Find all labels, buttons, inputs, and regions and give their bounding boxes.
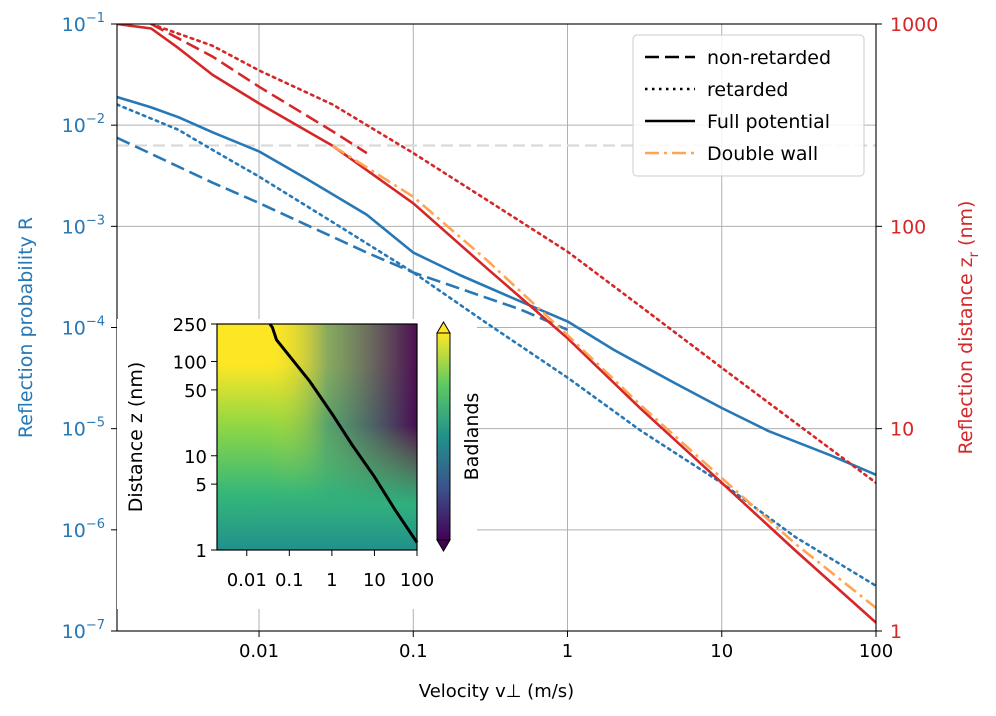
legend-label: non-retarded bbox=[707, 47, 831, 69]
inset-x-tick-label: 1 bbox=[326, 570, 337, 591]
legend: non-retarded retarded Full potential Double… bbox=[632, 34, 865, 177]
inset-x-tick-label: 10 bbox=[363, 570, 386, 591]
inset-frame bbox=[216, 323, 418, 551]
y-left-tick-label: 10−2 bbox=[62, 112, 105, 137]
inset-boundary-line bbox=[268, 323, 419, 544]
inset-y-axis-label: Distance z (nm) bbox=[125, 362, 147, 513]
inset-x-tick-label: 0.01 bbox=[227, 570, 267, 591]
inset-y-tick-label: 50 bbox=[184, 381, 207, 402]
y-right-axis-label: Reflection distance zr (nm) bbox=[955, 201, 982, 455]
inset-y-tick-label: 100 bbox=[173, 353, 207, 374]
series-line-left-solid-0 bbox=[117, 95, 876, 476]
series-line-right-dashed-4 bbox=[150, 24, 368, 155]
inset-heatmap-overlay bbox=[217, 324, 417, 550]
inset-x-tick-label: 100 bbox=[400, 570, 434, 591]
inset-heatmap: 0.01 0.1 1 10 100 250 100 50 10 5 1 Distance z (nm)… bbox=[117, 315, 483, 609]
inset-x-tick-label: 0.1 bbox=[275, 570, 304, 591]
y-left-tick-label: 10−6 bbox=[62, 517, 105, 542]
y-left-tick-label: 10−7 bbox=[62, 618, 105, 643]
y-left-tick-label: 10−3 bbox=[62, 213, 105, 238]
series-line-right-solid-3 bbox=[117, 24, 876, 624]
inset-y-tick-label: 10 bbox=[184, 447, 207, 468]
x-tick-label: 10 bbox=[710, 641, 733, 662]
legend-label: Double wall bbox=[707, 143, 818, 165]
y-right-tick-label: 1000 bbox=[890, 14, 938, 36]
colorbar-label: Badlands bbox=[461, 393, 483, 481]
x-tick-label: 1 bbox=[562, 641, 573, 662]
series-line-left-dashed-1 bbox=[117, 136, 569, 331]
series-line-right-dashdot-6 bbox=[331, 144, 876, 609]
y-left-tick-label: 10−5 bbox=[62, 416, 105, 441]
inset-y-tick-label: 5 bbox=[196, 475, 207, 496]
colorbar-frame bbox=[436, 332, 451, 541]
y-right-tick-label: 10 bbox=[890, 419, 914, 441]
y-left-axis-label: Reflection probability R bbox=[15, 217, 37, 438]
legend-label: Full potential bbox=[707, 111, 830, 133]
inset-y-tick-label: 1 bbox=[196, 541, 207, 562]
legend-label: retarded bbox=[707, 79, 788, 101]
x-tick-label: 0.01 bbox=[239, 641, 279, 662]
x-tick-label: 0.1 bbox=[399, 641, 428, 662]
legend-box bbox=[632, 34, 865, 177]
x-axis-label: Velocity v⊥ (m/s) bbox=[419, 681, 574, 702]
inset-y-tick-label: 250 bbox=[173, 315, 207, 336]
y-left-tick-label: 10−4 bbox=[62, 315, 105, 340]
x-tick-label: 100 bbox=[859, 641, 893, 662]
y-left-tick-label: 10−1 bbox=[62, 11, 105, 36]
series-line-left-dotted-2 bbox=[117, 103, 876, 588]
series-line-right-dotted-5 bbox=[149, 24, 876, 485]
colorbar-body bbox=[437, 333, 450, 540]
y-right-tick-label: 100 bbox=[890, 216, 926, 238]
y-right-tick-label: 1 bbox=[890, 621, 902, 643]
